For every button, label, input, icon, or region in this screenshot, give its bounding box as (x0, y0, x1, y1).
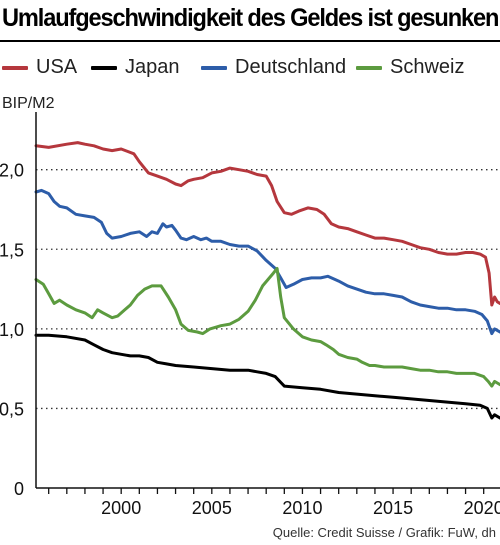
legend-label-schweiz: Schweiz (390, 56, 465, 78)
axes (35, 112, 500, 489)
y-tick-label: 0 (14, 479, 24, 499)
legend-label-japan: Japan (125, 56, 180, 78)
title-rule (0, 40, 500, 42)
legend-label-usa: USA (36, 56, 78, 78)
legend-swatch-deutschland (201, 65, 227, 70)
legend-item-usa: USA (2, 56, 77, 79)
legend-label-deutschland: Deutschland (235, 56, 347, 78)
x-tick-label: 2015 (373, 498, 413, 518)
y-tick-label: 1,0 (0, 320, 24, 340)
y-tick-label: 1,5 (0, 240, 24, 260)
legend-swatch-japan (91, 65, 117, 70)
series-line-schweiz (34, 266, 500, 388)
series-line-japan (34, 333, 500, 420)
y-axis-label: BIP/M2 (2, 95, 55, 112)
x-tick-label: 2000 (101, 498, 141, 518)
series-lines (34, 141, 500, 420)
x-tick-label: 2020 (464, 498, 500, 518)
x-axis-ticks: 2000 2005 2010 2015 2020 (48, 488, 500, 518)
y-tick-label: 2,0 (0, 161, 24, 181)
legend-item-japan: Japan (91, 56, 180, 79)
y-axis-ticks: 0 0,5 1,0 1,5 2,0 (0, 161, 24, 499)
source-note: Quelle: Credit Suisse / Grafik: FuW, dh (272, 525, 496, 540)
legend-swatch-usa (2, 65, 28, 70)
y-tick-label: 0,5 (0, 399, 24, 419)
legend-item-schweiz: Schweiz (356, 56, 464, 79)
x-tick-label: 2010 (282, 498, 322, 518)
series-line-usa (34, 141, 500, 307)
legend-item-deutschland: Deutschland (201, 56, 346, 79)
x-tick-label: 2005 (192, 498, 232, 518)
chart-title: Umlaufgeschwindigkeit des Geldes ist ges… (2, 4, 499, 32)
legend-swatch-schweiz (356, 65, 382, 70)
series-line-deutschland (34, 188, 500, 336)
